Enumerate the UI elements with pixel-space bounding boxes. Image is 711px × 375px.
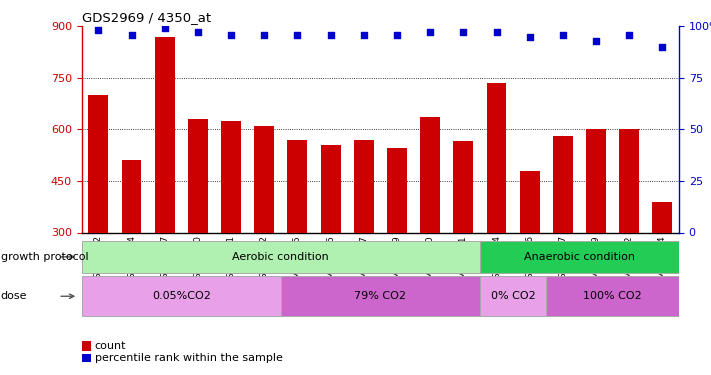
Text: percentile rank within the sample: percentile rank within the sample	[95, 353, 282, 363]
Text: 0.05%CO2: 0.05%CO2	[152, 291, 210, 301]
Point	[524, 34, 535, 40]
Bar	[155, 37, 175, 232]
Point	[325, 32, 336, 38]
Bar	[553, 136, 573, 232]
Point	[92, 27, 104, 33]
Bar	[480, 241, 679, 273]
Text: Anaerobic condition: Anaerobic condition	[524, 252, 635, 262]
Bar	[480, 276, 546, 316]
Point	[225, 32, 237, 38]
Text: Aerobic condition: Aerobic condition	[232, 252, 329, 262]
Bar	[454, 141, 474, 232]
Point	[657, 44, 668, 50]
Bar	[619, 129, 639, 232]
Bar	[653, 202, 673, 232]
Bar	[122, 160, 141, 232]
Bar	[287, 140, 307, 232]
Point	[126, 32, 137, 38]
Point	[192, 30, 203, 36]
Text: 79% CO2: 79% CO2	[354, 291, 407, 301]
Bar	[255, 126, 274, 232]
Point	[292, 32, 303, 38]
Text: GDS2969 / 4350_at: GDS2969 / 4350_at	[82, 11, 211, 24]
Point	[424, 30, 436, 36]
Bar	[546, 276, 679, 316]
Text: growth protocol: growth protocol	[1, 252, 88, 262]
Point	[557, 32, 569, 38]
Bar	[281, 276, 480, 316]
Text: 100% CO2: 100% CO2	[583, 291, 642, 301]
Bar	[188, 119, 208, 232]
Bar	[88, 95, 108, 232]
Bar	[321, 145, 341, 232]
Text: count: count	[95, 341, 126, 351]
Point	[391, 32, 402, 38]
Bar	[82, 276, 281, 316]
Point	[358, 32, 370, 38]
Bar	[387, 148, 407, 232]
Point	[259, 32, 270, 38]
Point	[624, 32, 635, 38]
Text: dose: dose	[1, 291, 27, 301]
Bar	[420, 117, 440, 232]
Bar	[586, 129, 606, 232]
Bar	[354, 140, 374, 232]
Point	[590, 38, 602, 44]
Bar	[520, 171, 540, 232]
Text: 0% CO2: 0% CO2	[491, 291, 535, 301]
Bar	[221, 121, 241, 232]
Bar	[82, 241, 480, 273]
Point	[458, 30, 469, 36]
Bar	[486, 83, 506, 232]
Point	[159, 26, 171, 32]
Point	[491, 30, 502, 36]
